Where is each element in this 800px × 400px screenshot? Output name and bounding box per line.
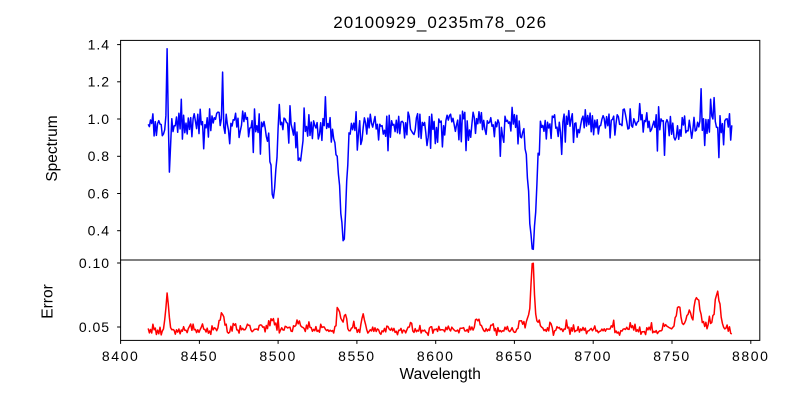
svg-text:1.2: 1.2 <box>88 74 110 90</box>
svg-text:8700: 8700 <box>574 348 612 364</box>
svg-text:Error: Error <box>40 284 57 318</box>
svg-text:8650: 8650 <box>496 348 534 364</box>
svg-text:8750: 8750 <box>653 348 691 364</box>
svg-text:0.4: 0.4 <box>88 223 110 239</box>
svg-text:8400: 8400 <box>102 348 140 364</box>
svg-text:1.4: 1.4 <box>88 36 110 52</box>
svg-text:1.0: 1.0 <box>88 111 110 127</box>
svg-text:0.05: 0.05 <box>79 319 110 335</box>
svg-text:0.6: 0.6 <box>88 185 110 201</box>
svg-text:0.10: 0.10 <box>79 255 110 271</box>
svg-text:Wavelength: Wavelength <box>400 366 481 383</box>
svg-text:Spectrum: Spectrum <box>44 115 61 181</box>
svg-text:8600: 8600 <box>417 348 455 364</box>
svg-text:8550: 8550 <box>338 348 376 364</box>
svg-text:20100929_0235m78_026: 20100929_0235m78_026 <box>333 13 547 32</box>
svg-text:8800: 8800 <box>732 348 770 364</box>
svg-text:8500: 8500 <box>259 348 297 364</box>
svg-text:0.8: 0.8 <box>88 148 110 164</box>
svg-text:8450: 8450 <box>181 348 219 364</box>
